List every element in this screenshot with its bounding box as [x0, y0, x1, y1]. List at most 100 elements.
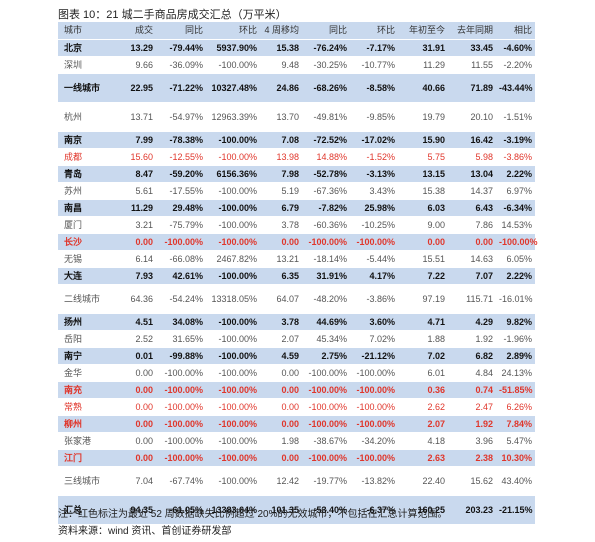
value-cell: 71.89 [448, 73, 496, 103]
value-cell: -100.00% [350, 449, 398, 467]
value-cell: 6.79 [260, 199, 302, 217]
value-cell: 1.92 [448, 330, 496, 348]
value-cell: -18.14% [302, 250, 350, 268]
value-cell: 3.78 [260, 216, 302, 234]
city-cell: 江门 [58, 449, 116, 467]
value-cell: -100.00% [156, 432, 206, 450]
value-cell: 7.22 [398, 267, 448, 285]
value-cell: 19.79 [398, 102, 448, 132]
value-cell: -71.22% [156, 73, 206, 103]
city-cell: 扬州 [58, 313, 116, 331]
value-cell: -100.00% [206, 449, 260, 467]
value-cell: -100.00% [156, 233, 206, 251]
city-cell: 无锡 [58, 250, 116, 268]
table-row: 三线城市 7.04 -67.74% -100.00% 12.42 -19.77% -13.8… [58, 466, 535, 496]
value-cell: 22.95 [116, 73, 156, 103]
value-cell: 5.19 [260, 182, 302, 200]
value-cell: -67.36% [302, 182, 350, 200]
value-cell: 5.61 [116, 182, 156, 200]
table-row: 长沙 0.00 -100.00% -100.00% 0.00 -100.00% -100.0… [58, 233, 538, 251]
value-cell: -52.78% [302, 165, 350, 183]
value-cell: 9.82% [496, 313, 535, 331]
value-cell: 33.45 [448, 39, 496, 57]
value-cell: -100.00% [206, 415, 260, 433]
value-cell: 4.84 [448, 364, 496, 382]
header-cell: 同比 [302, 22, 350, 40]
value-cell: -30.25% [302, 56, 350, 74]
value-cell: 5937.90% [206, 39, 260, 57]
value-cell: -100.00% [350, 398, 398, 416]
value-cell: -34.20% [350, 432, 398, 450]
value-cell: 11.29 [116, 199, 156, 217]
value-cell: 0.00 [260, 381, 302, 399]
value-cell: 7.93 [116, 267, 156, 285]
header-cell: 成交 [116, 22, 156, 40]
value-cell: -17.02% [350, 131, 398, 149]
value-cell: 0.00 [116, 398, 156, 416]
value-cell: -43.44% [496, 73, 535, 103]
value-cell: 24.86 [260, 73, 302, 103]
value-cell: 0.00 [448, 233, 496, 251]
value-cell: -54.24% [156, 284, 206, 314]
table-row: 汇总 94.35 -61.05% 13383.64% 101.35 -53.40% -6.3… [58, 495, 535, 525]
value-cell: -100.00% [302, 381, 350, 399]
value-cell: 2.07 [398, 415, 448, 433]
city-cell: 深圳 [58, 56, 116, 74]
value-cell: -76.24% [302, 39, 350, 57]
header-cell: 4 周移均 [260, 22, 302, 40]
value-cell: 3.21 [116, 216, 156, 234]
value-cell: -3.86% [496, 148, 535, 166]
value-cell: 7.84% [496, 415, 535, 433]
value-cell: -36.09% [156, 56, 206, 74]
header-cell: 环比 [206, 22, 260, 40]
value-cell: 0.00 [116, 449, 156, 467]
value-cell: 2.52 [116, 330, 156, 348]
value-cell: 4.17% [350, 267, 398, 285]
value-cell: 22.40 [398, 466, 448, 496]
value-cell: 15.51 [398, 250, 448, 268]
value-cell: -3.86% [350, 284, 398, 314]
value-cell: -100.00% [206, 364, 260, 382]
value-cell: 11.29 [398, 56, 448, 74]
value-cell: -21.12% [350, 347, 398, 365]
value-cell: -78.38% [156, 131, 206, 149]
value-cell: -67.74% [156, 466, 206, 496]
value-cell: -100.00% [206, 182, 260, 200]
table-row: 岳阳 2.52 31.65% -100.00% 2.07 45.34% 7.02% 1.88 1… [58, 330, 535, 348]
value-cell: 2.89% [496, 347, 535, 365]
header-cell: 环比 [350, 22, 398, 40]
value-cell: 0.74 [448, 381, 496, 399]
value-cell: -100.00% [206, 432, 260, 450]
value-cell: 6.35 [260, 267, 302, 285]
value-cell: -5.44% [350, 250, 398, 268]
value-cell: 7.04 [116, 466, 156, 496]
header-row: 城市 成交 同比 环比 4 周移均 同比 环比 年初至今 去年同期 相比 [58, 22, 535, 40]
value-cell: 2.47 [448, 398, 496, 416]
value-cell: -100.00% [156, 449, 206, 467]
city-cell: 成都 [58, 148, 116, 166]
city-cell: 常熟 [58, 398, 116, 416]
value-cell: 15.38 [398, 182, 448, 200]
value-cell: -38.67% [302, 432, 350, 450]
value-cell: 6156.36% [206, 165, 260, 183]
value-cell: 6.43 [448, 199, 496, 217]
value-cell: 13383.64% [206, 495, 260, 525]
city-cell: 一线城市 [58, 73, 116, 103]
value-cell: 6.03 [398, 199, 448, 217]
value-cell: 45.34% [302, 330, 350, 348]
header-cell: 相比 [496, 22, 535, 40]
value-cell: 9.48 [260, 56, 302, 74]
value-cell: 0.00 [116, 233, 156, 251]
value-cell: 8.47 [116, 165, 156, 183]
value-cell: 64.36 [116, 284, 156, 314]
value-cell: 11.55 [448, 56, 496, 74]
value-cell: -19.77% [302, 466, 350, 496]
value-cell: 0.00 [260, 449, 302, 467]
city-cell: 南京 [58, 131, 116, 149]
value-cell: 13.04 [448, 165, 496, 183]
value-cell: 160.25 [398, 495, 448, 525]
value-cell: 15.60 [116, 148, 156, 166]
value-cell: 40.66 [398, 73, 448, 103]
value-cell: -3.19% [496, 131, 535, 149]
value-cell: -68.26% [302, 73, 350, 103]
